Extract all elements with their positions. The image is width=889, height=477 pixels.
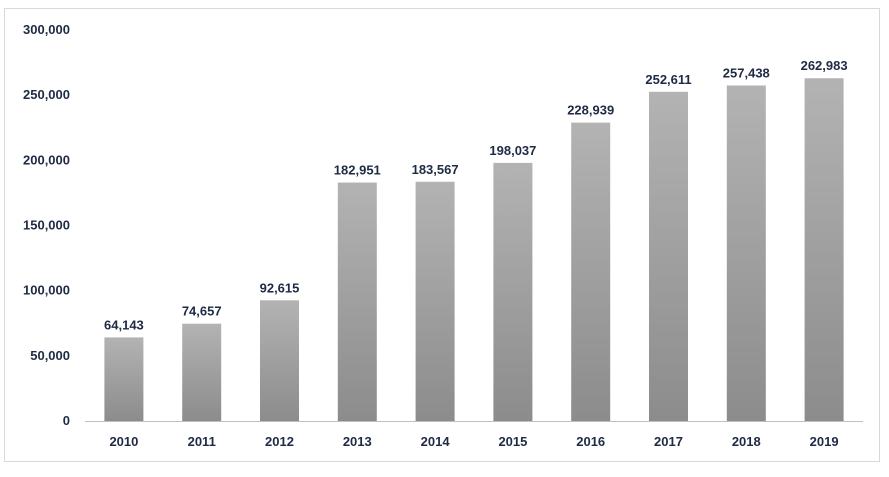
x-tick-label: 2015 [498, 434, 527, 449]
bar-2013 [337, 182, 377, 421]
bar-2015 [493, 162, 533, 421]
data-label: 228,939 [567, 103, 614, 118]
bar-2012 [260, 300, 299, 421]
y-tick-label: 300,000 [23, 22, 70, 37]
data-label: 183,567 [412, 162, 459, 177]
data-label: 252,611 [645, 72, 691, 87]
y-tick-label: 250,000 [23, 87, 70, 102]
bar-2018 [726, 85, 766, 421]
x-tick-label: 2019 [810, 434, 839, 449]
data-label: 198,037 [489, 143, 536, 158]
y-axis: 0 50,000 100,000 150,000 200,000 250,000 300,0… [23, 22, 70, 428]
data-labels: 64,143 74,657 92,615 182,951 183,567 198,037 2… [104, 58, 848, 332]
data-label: 64,143 [104, 317, 144, 332]
x-tick-label: 2018 [732, 434, 761, 449]
data-label: 262,983 [801, 58, 848, 73]
data-label: 74,657 [182, 304, 222, 319]
data-label: 92,615 [260, 280, 300, 295]
x-tick-label: 2017 [654, 434, 683, 449]
bar-2014 [415, 181, 455, 421]
y-tick-label: 150,000 [23, 218, 70, 233]
bar-2010 [104, 337, 144, 421]
bar-2016 [571, 122, 611, 421]
x-tick-label: 2014 [421, 434, 451, 449]
x-tick-label: 2013 [343, 434, 372, 449]
bars [104, 78, 844, 422]
data-label: 182,951 [334, 163, 381, 178]
bar-2017 [649, 91, 688, 421]
y-tick-label: 0 [63, 413, 70, 428]
y-tick-label: 200,000 [23, 152, 70, 167]
data-label: 257,438 [723, 65, 770, 80]
bar-2011 [182, 323, 222, 421]
y-tick-label: 100,000 [23, 283, 70, 298]
bar-2019 [804, 78, 844, 422]
y-tick-label: 50,000 [30, 348, 70, 363]
x-axis: 2010 2011 2012 2013 2014 2015 2016 2017 2018 2019 [109, 434, 838, 449]
x-tick-label: 2012 [265, 434, 294, 449]
x-tick-label: 2016 [576, 434, 605, 449]
x-tick-label: 2011 [188, 434, 216, 449]
x-tick-label: 2010 [109, 434, 138, 449]
